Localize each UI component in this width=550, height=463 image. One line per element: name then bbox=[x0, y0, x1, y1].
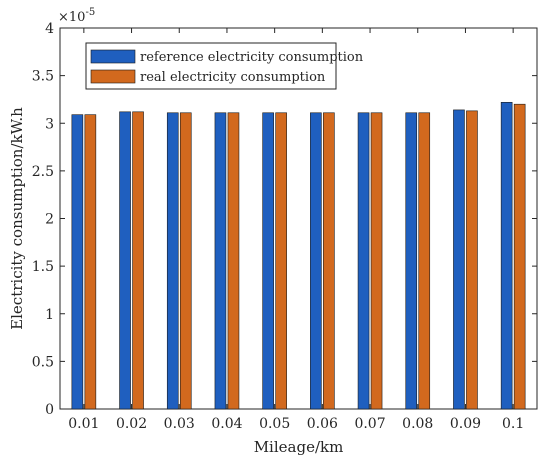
legend: reference electricity consumption real el… bbox=[85, 42, 364, 90]
bar-real bbox=[179, 112, 192, 410]
bar-real bbox=[275, 112, 287, 410]
y-tick-label: 1 bbox=[45, 307, 54, 323]
bar-reference bbox=[214, 112, 227, 410]
bar-real bbox=[418, 112, 431, 410]
y-tick-label: 0 bbox=[45, 402, 54, 418]
y-tick-label: 4 bbox=[45, 21, 54, 37]
axis-ticks: 0 0.5 1 1.5 2 2.5 3 3.5 4 0.01 0.02 0.03 0.04 0.05 0.0… bbox=[32, 21, 537, 432]
bar-real bbox=[84, 114, 97, 410]
bar-reference bbox=[500, 101, 513, 410]
bar-reference bbox=[453, 109, 465, 410]
x-tick-label: 0.1 bbox=[502, 416, 524, 432]
y-tick-label: 3 bbox=[45, 116, 54, 132]
bar-real bbox=[323, 112, 335, 410]
bar-real bbox=[370, 112, 383, 410]
y-tick-label: 2 bbox=[45, 212, 54, 228]
x-tick-label: 0.03 bbox=[164, 416, 195, 432]
legend-label: reference electricity consumption bbox=[140, 50, 364, 65]
x-tick-label: 0.02 bbox=[116, 416, 147, 432]
legend-label: real electricity consumption bbox=[140, 70, 326, 85]
y-axis-title: Electricity consumption/kW.h bbox=[8, 107, 26, 330]
bar-reference bbox=[166, 112, 179, 410]
bar-real bbox=[227, 112, 240, 410]
bar-reference bbox=[405, 112, 418, 410]
legend-swatch bbox=[90, 49, 136, 64]
y-tick-label: 0.5 bbox=[32, 354, 54, 370]
bar-real bbox=[466, 110, 478, 410]
bar-real bbox=[132, 111, 144, 410]
x-tick-label: 0.01 bbox=[68, 416, 99, 432]
bar-reference bbox=[71, 114, 84, 410]
y-tick-label: 3.5 bbox=[32, 69, 54, 85]
y-tick-label: 1.5 bbox=[32, 259, 54, 275]
bar-reference bbox=[310, 112, 322, 410]
x-tick-label: 0.07 bbox=[354, 416, 385, 432]
legend-swatch bbox=[90, 69, 136, 84]
y-tick-label: 2.5 bbox=[32, 164, 54, 180]
x-axis-title: Mileage/km bbox=[254, 438, 344, 456]
x-tick-label: 0.05 bbox=[259, 416, 290, 432]
y-axis-exponent: ×10-5 bbox=[58, 7, 95, 25]
bar-reference bbox=[357, 112, 370, 410]
bars bbox=[71, 101, 526, 410]
bar-real bbox=[513, 103, 526, 410]
bar-reference bbox=[119, 111, 131, 410]
bar-reference bbox=[262, 112, 274, 410]
x-tick-label: 0.04 bbox=[211, 416, 242, 432]
x-tick-label: 0.08 bbox=[402, 416, 433, 432]
x-tick-label: 0.06 bbox=[307, 416, 338, 432]
x-tick-label: 0.09 bbox=[450, 416, 481, 432]
